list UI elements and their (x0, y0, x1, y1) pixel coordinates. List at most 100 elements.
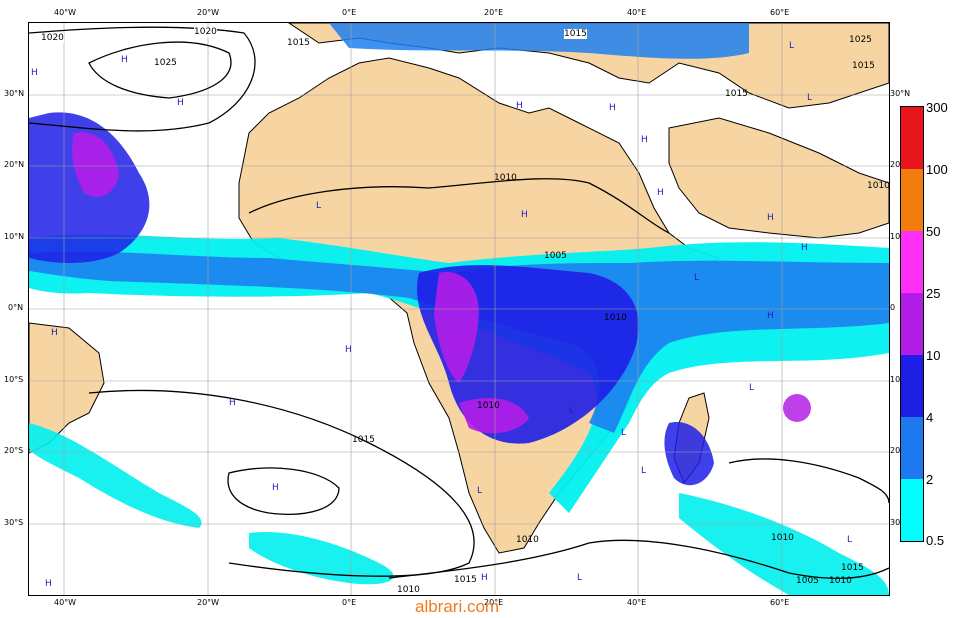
pressure-label: 1005 (544, 251, 567, 261)
arabia-landmass (668, 117, 889, 239)
top-lon-label: 60°E (770, 8, 790, 17)
left-lat-label: 30°N (4, 89, 25, 98)
legend-label: 300 (926, 100, 948, 115)
pressure-label: 1015 (841, 563, 864, 573)
bottom-lon-label: 40°E (627, 598, 647, 607)
precip-southern-ocean-band (249, 493, 889, 595)
isobar-indian-ocean (728, 458, 889, 504)
system-marker: L (316, 201, 322, 211)
isobar-north-atlantic-high (88, 41, 232, 99)
map-frame: 1020 1020 1025 1015 1015 1025 1015 1015 … (28, 22, 890, 596)
precip-madagascar-cell (664, 422, 714, 486)
left-lat-label: 10°S (4, 375, 24, 384)
precip-very-heavy-core (434, 272, 529, 434)
bottom-lon-label: 20°W (197, 598, 220, 607)
system-marker: H (229, 398, 236, 408)
legend-label: 50 (926, 224, 941, 239)
right-lat-label: 10 (890, 232, 901, 241)
system-marker: H (516, 101, 523, 111)
isobar-south-high-inner (227, 467, 340, 515)
pressure-label: 1010 (867, 181, 890, 191)
system-marker: L (621, 428, 627, 438)
right-lat-label: 20 (890, 446, 901, 455)
top-lon-label: 0°E (342, 8, 357, 17)
system-marker: H (51, 328, 58, 338)
top-lon-label: 20°W (197, 8, 220, 17)
pressure-label: 1015 (454, 575, 477, 585)
system-marker: H (767, 311, 774, 321)
pressure-label: 1025 (154, 58, 177, 68)
system-marker: H (272, 483, 279, 493)
precipitation-map (29, 23, 889, 595)
isobar-lines (29, 26, 889, 580)
system-marker: H (521, 210, 528, 220)
system-marker: H (121, 55, 128, 65)
pressure-label: 1010 (516, 535, 539, 545)
isobar-sahara-trough (248, 178, 670, 234)
isobar-south-atlantic-high (88, 389, 475, 577)
legend-label: 4 (926, 410, 934, 425)
system-marker: L (477, 486, 483, 496)
system-marker: H (609, 103, 616, 113)
legend-swatch (901, 293, 923, 355)
system-marker: H (177, 98, 184, 108)
top-lon-label: 40°W (54, 8, 77, 17)
system-marker: L (789, 41, 795, 51)
top-lon-label: 20°E (484, 8, 504, 17)
system-marker: L (641, 466, 647, 476)
bottom-lon-label: 20°E (484, 598, 504, 607)
legend-swatch (901, 169, 923, 231)
pressure-label: 1015 (352, 435, 375, 445)
legend-label: 2 (926, 472, 934, 487)
right-lat-label: 0 (890, 303, 896, 312)
system-marker: L (847, 535, 853, 545)
bottom-lon-label: 0°E (342, 598, 357, 607)
precipitation-layer (29, 23, 889, 595)
isobar-southern-ocean (388, 539, 889, 580)
precip-cyclone-cell (783, 394, 811, 422)
pressure-label: 1010 (494, 173, 517, 183)
bottom-lon-label: 60°E (770, 598, 790, 607)
system-marker: L (807, 93, 813, 103)
system-marker: H (45, 579, 52, 589)
system-marker: H (767, 213, 774, 223)
legend-swatch (901, 231, 923, 293)
system-marker: H (481, 573, 488, 583)
right-lat-label: 30 (890, 518, 901, 527)
system-marker: L (577, 573, 583, 583)
pressure-label: 1010 (771, 533, 794, 543)
system-marker: L (694, 273, 700, 283)
system-marker: H (345, 345, 352, 355)
left-lat-label: 30°S (4, 518, 24, 527)
pressure-label: 1020 (194, 27, 217, 37)
legend-swatch (901, 417, 923, 479)
right-lat-label: 10 (890, 375, 901, 384)
pressure-label: 1015 (287, 38, 310, 48)
precip-south-atlantic-band (29, 423, 202, 528)
system-marker: H (801, 243, 808, 253)
system-marker: H (657, 188, 664, 198)
pressure-label: 1020 (41, 33, 64, 43)
left-lat-label: 0°N (8, 303, 24, 312)
pressure-label: 1010 (604, 313, 627, 323)
precip-atlantic-core (72, 132, 119, 197)
precip-north-strip (329, 23, 749, 59)
system-marker: L (569, 406, 575, 416)
legend-swatch (901, 107, 923, 169)
legend-label: 0.5 (926, 533, 945, 548)
pressure-label: 1015 (852, 61, 875, 71)
top-lon-label: 40°E (627, 8, 647, 17)
system-marker: H (641, 135, 648, 145)
pressure-label: 1015 (564, 29, 587, 39)
left-lat-label: 20°N (4, 160, 25, 169)
bottom-lon-label: 40°W (54, 598, 77, 607)
watermark: albrari.com (415, 597, 500, 616)
legend-swatch (901, 355, 923, 417)
grid-lines (29, 23, 889, 595)
pressure-label: 1015 (725, 89, 748, 99)
precip-mid-band (29, 251, 889, 433)
pressure-label: 1010 (829, 576, 852, 586)
system-marker: H (31, 68, 38, 78)
legend-label: 10 (926, 348, 941, 363)
left-lat-label: 10°N (4, 232, 25, 241)
